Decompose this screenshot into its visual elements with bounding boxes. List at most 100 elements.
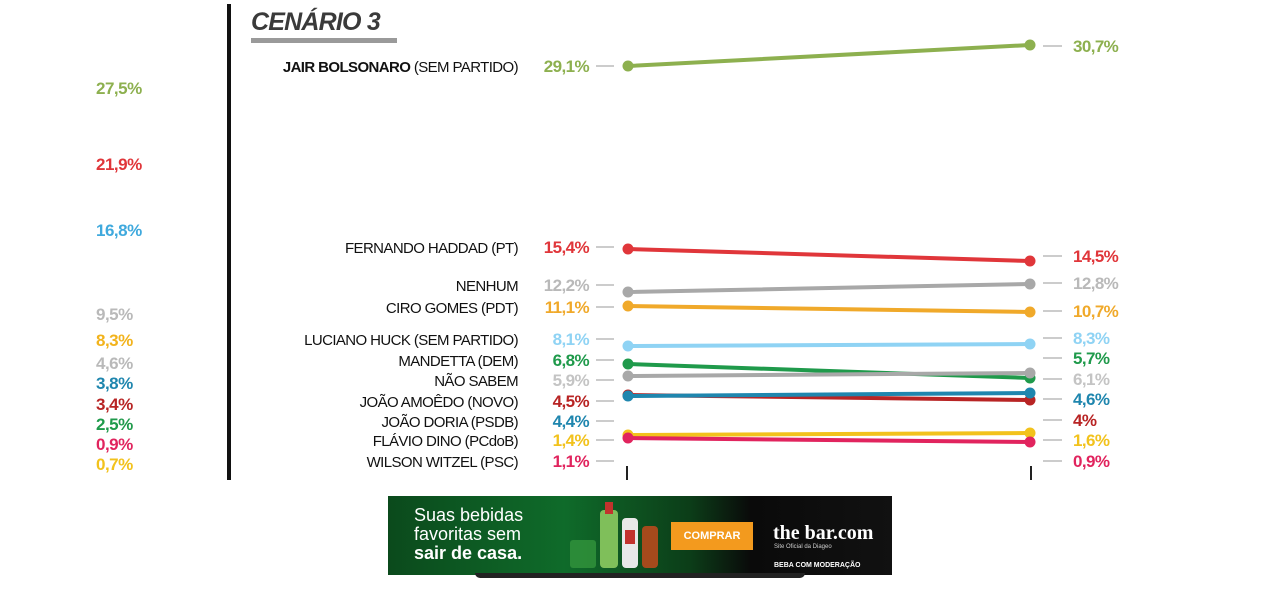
series-line	[626, 282, 1032, 294]
left-value-1: 21,9%	[96, 155, 142, 174]
point-end	[1024, 427, 1036, 439]
advertisement-banner[interactable]: Suas bebidas favoritas sem sair de casa.…	[388, 496, 892, 575]
start-value-label: 4,5%	[553, 392, 590, 411]
start-value-label: 8,1%	[553, 330, 590, 349]
end-value-label: 30,7%	[1073, 37, 1119, 56]
series-line	[626, 362, 1032, 380]
left-value-0: 27,5%	[96, 79, 142, 98]
point-start	[622, 432, 634, 444]
point-end	[1024, 39, 1036, 51]
point-end	[1024, 436, 1036, 448]
series-name: NÃO SABEM	[434, 373, 518, 390]
point-start	[622, 243, 634, 255]
start-value-label: 11,1%	[545, 298, 590, 317]
end-value-label: 4%	[1073, 411, 1097, 430]
series-6: NÃO SABEM 5,9% 6,1%	[434, 367, 1110, 390]
left-value-8: 2,5%	[96, 415, 133, 434]
start-value-label: 4,4%	[553, 412, 590, 431]
series-name: WILSON WITZEL (PSC)	[367, 454, 519, 471]
series-name: FLÁVIO DINO (PCdoB)	[373, 433, 519, 450]
series-name: NENHUM	[456, 278, 518, 295]
series-line	[626, 43, 1032, 68]
series-3: CIRO GOMES (PDT) 11,1% 10,7%	[386, 298, 1119, 321]
left-column-values: 27,5%21,9%16,8%9,5%8,3%4,6%3,8%3,4%2,5%0…	[96, 79, 143, 474]
ad-line-1: Suas bebidas	[414, 505, 524, 525]
end-value-label: 5,7%	[1073, 349, 1110, 368]
series-name: LUCIANO HUCK (SEM PARTIDO)	[304, 332, 518, 349]
start-value-label: 15,4%	[544, 238, 590, 257]
point-start	[622, 390, 634, 402]
series-name: JAIR BOLSONARO (SEM PARTIDO)	[283, 59, 519, 76]
series-8: JOÃO DORIA (PSDB) 4,4% 4,6%	[382, 387, 1110, 431]
ad-shadow	[475, 573, 805, 578]
point-end	[1024, 387, 1036, 399]
point-start	[622, 370, 634, 382]
start-value-label: 29,1%	[544, 57, 590, 76]
bottles-image	[570, 502, 658, 568]
left-value-4: 8,3%	[96, 331, 133, 350]
series-0: JAIR BOLSONARO (SEM PARTIDO) 29,1% 30,7%	[283, 37, 1119, 76]
start-value-label: 12,2%	[544, 276, 590, 295]
left-value-7: 3,4%	[96, 395, 133, 414]
left-value-5: 4,6%	[96, 354, 133, 373]
end-value-label: 6,1%	[1073, 370, 1110, 389]
series-line	[626, 247, 1032, 263]
buy-button[interactable]: COMPRAR	[671, 522, 753, 550]
point-start	[622, 60, 634, 72]
point-start	[622, 358, 634, 370]
left-value-9: 0,9%	[96, 435, 133, 454]
point-start	[622, 286, 634, 298]
end-value-label: 12,8%	[1073, 274, 1119, 293]
left-value-6: 3,8%	[96, 374, 133, 393]
start-value-label: 6,8%	[553, 351, 590, 370]
end-value-label: 1,6%	[1073, 431, 1110, 450]
left-value-10: 0,7%	[96, 455, 133, 474]
series-name: JOÃO DORIA (PSDB)	[382, 414, 519, 431]
end-value-label: 10,7%	[1073, 302, 1119, 321]
left-value-3: 9,5%	[96, 305, 133, 324]
left-value-2: 16,8%	[96, 221, 142, 240]
chart-title: CENÁRIO 3	[251, 7, 381, 36]
x-axis-tick-end	[1030, 466, 1032, 480]
series-name: FERNANDO HADDAD (PT)	[345, 240, 519, 257]
brand-logo: the bar.com	[773, 522, 874, 544]
series-9: FLÁVIO DINO (PCdoB) 1,4% 1,6%	[373, 427, 1110, 450]
drink-responsibly-warning: BEBA COM MODERAÇÃO	[774, 562, 861, 569]
end-value-label: 4,6%	[1073, 390, 1110, 409]
ad-line-3: sair de casa.	[414, 543, 523, 563]
chart-divider	[227, 4, 231, 480]
point-end	[1024, 306, 1036, 318]
point-end	[1024, 338, 1036, 350]
point-end	[1024, 367, 1036, 379]
series-line	[626, 342, 1032, 348]
series-line	[626, 431, 1032, 437]
series-line	[626, 436, 1032, 444]
series-line	[626, 371, 1032, 378]
point-end	[1024, 255, 1036, 267]
series-10: WILSON WITZEL (PSC) 1,1% 0,9%	[367, 432, 1110, 471]
end-value-label: 8,3%	[1073, 329, 1110, 348]
series-4: LUCIANO HUCK (SEM PARTIDO) 8,1% 8,3%	[304, 329, 1110, 352]
start-value-label: 1,4%	[553, 431, 590, 450]
end-value-label: 0,9%	[1073, 452, 1110, 471]
point-start	[622, 340, 634, 352]
ad-line-2: favoritas sem	[414, 524, 522, 544]
series-layer: JAIR BOLSONARO (SEM PARTIDO) 29,1% 30,7% FE…	[283, 37, 1119, 471]
title-underline	[251, 38, 397, 43]
series-name: MANDETTA (DEM)	[398, 353, 518, 370]
series-2: NENHUM 12,2% 12,8%	[456, 274, 1119, 298]
point-end	[1024, 278, 1036, 290]
series-name: JOÃO AMOÊDO (NOVO)	[360, 394, 519, 411]
start-value-label: 5,9%	[553, 371, 590, 390]
brand-subtitle: Site Oficial da Diageo	[774, 544, 832, 550]
series-line	[626, 304, 1032, 314]
series-name: CIRO GOMES (PDT)	[386, 300, 519, 317]
point-start	[622, 300, 634, 312]
end-value-label: 14,5%	[1073, 247, 1119, 266]
ad-headline: Suas bebidas favoritas sem sair de casa.	[414, 506, 523, 563]
series-line	[626, 391, 1032, 398]
x-axis-tick-start	[626, 466, 628, 480]
series-1: FERNANDO HADDAD (PT) 15,4% 14,5%	[345, 238, 1119, 267]
